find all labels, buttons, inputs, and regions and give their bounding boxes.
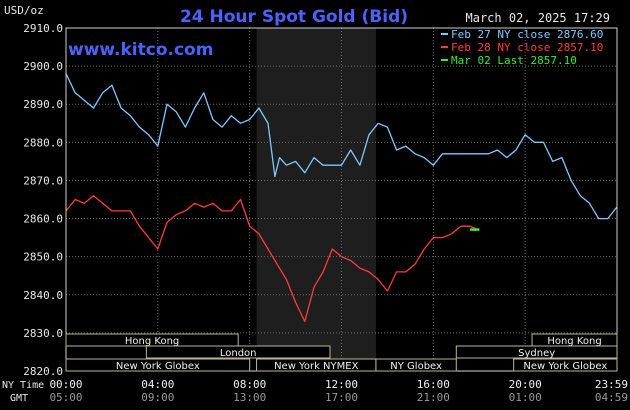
legend-item-feb28: Feb 28 NY close 2857.10 bbox=[451, 41, 603, 54]
y-tick-label: 2900.0 bbox=[23, 60, 63, 73]
session-label: London bbox=[220, 348, 257, 359]
market-sessions: Hong Kong Hong Kong London Sydney New York G… bbox=[65, 333, 618, 372]
ny-tick-label: 04:00 bbox=[141, 378, 174, 391]
session-box bbox=[375, 358, 457, 372]
ny-tick-label: 16:00 bbox=[417, 378, 450, 391]
ny-tick-label: 08:00 bbox=[233, 378, 266, 391]
timestamp: March 02, 2025 17:29 bbox=[466, 11, 611, 25]
y-tick-label: 2820.0 bbox=[23, 365, 63, 378]
y-tick-label: 2850.0 bbox=[23, 251, 63, 264]
session-label: New York Globex bbox=[116, 361, 200, 372]
session-label: NY Globex bbox=[390, 361, 442, 372]
session-box bbox=[65, 358, 251, 372]
gmt-tick-label: 13:00 bbox=[233, 391, 266, 404]
chart-title: 24 Hour Spot Gold (Bid) bbox=[180, 7, 408, 27]
session-label: New York Globex bbox=[523, 361, 607, 372]
gmt-tick-label: 04:59 bbox=[595, 391, 628, 404]
session-box bbox=[455, 345, 618, 359]
series-lines bbox=[65, 73, 618, 323]
y-tick-label: 2870.0 bbox=[23, 174, 63, 187]
session-label: Hong Kong bbox=[125, 336, 179, 347]
gmt-label: GMT bbox=[10, 393, 28, 404]
ny-tick-label: 20:00 bbox=[509, 378, 542, 391]
legend-item-mar02: Mar 02 Last 2857.10 bbox=[451, 54, 577, 67]
gmt-tick-label: 21:00 bbox=[417, 391, 450, 404]
y-tick-label: 2880.0 bbox=[23, 136, 63, 149]
gmt-tick-label: 09:00 bbox=[141, 391, 174, 404]
y-unit-label: USD/oz bbox=[4, 4, 44, 17]
session-label: Hong Kong bbox=[547, 336, 601, 347]
y-tick-label: 2860.0 bbox=[23, 213, 63, 226]
y-tick-label: 2910.0 bbox=[23, 22, 63, 35]
ny-time-label: NY Time bbox=[2, 380, 44, 391]
legend: Feb 27 NY close 2876.60 Feb 28 NY close … bbox=[441, 28, 603, 67]
gmt-tick-label: 17:00 bbox=[325, 391, 358, 404]
ny-tick-label: 23:59 bbox=[595, 378, 628, 391]
shaded-nymex-region bbox=[256, 28, 376, 371]
series-line-1 bbox=[65, 195, 480, 323]
session-label: Sydney bbox=[518, 348, 555, 359]
session-box bbox=[145, 345, 331, 359]
y-axis-ticks: 2820.0 2830.0 2840.0 2850.0 2860.0 2870.0 2880… bbox=[23, 22, 63, 378]
gmt-tick-label: 01:00 bbox=[509, 391, 542, 404]
y-tick-label: 2890.0 bbox=[23, 98, 63, 111]
ny-tick-label: 00:00 bbox=[49, 378, 82, 391]
ny-tick-label: 12:00 bbox=[325, 378, 358, 391]
y-tick-label: 2830.0 bbox=[23, 327, 63, 340]
session-label: New York NYMEX bbox=[274, 361, 359, 372]
watermark: www.kitco.com bbox=[68, 40, 213, 60]
session-box bbox=[513, 358, 618, 372]
legend-item-feb27: Feb 27 NY close 2876.60 bbox=[451, 28, 603, 41]
y-tick-label: 2840.0 bbox=[23, 289, 63, 302]
gmt-tick-label: 05:00 bbox=[49, 391, 82, 404]
series-line-0 bbox=[65, 73, 618, 220]
